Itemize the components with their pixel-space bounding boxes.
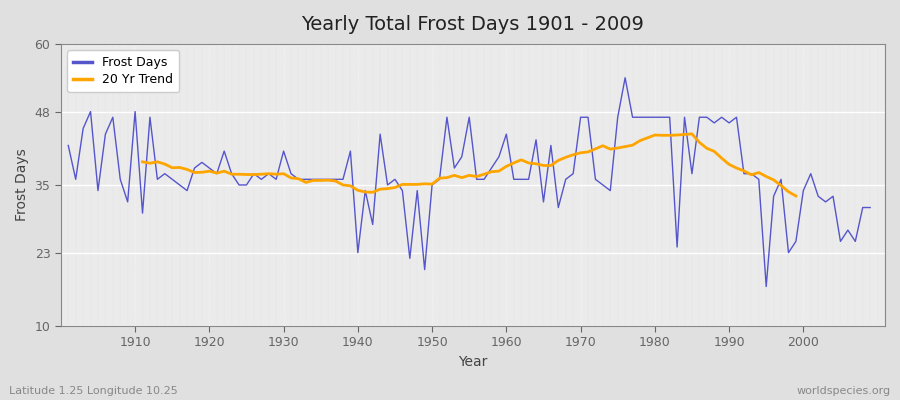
20 Yr Trend — [687, 132, 698, 136]
Frost Days — [122, 200, 133, 204]
20 Yr Trend — [137, 160, 148, 164]
Line: Frost Days: Frost Days — [68, 78, 870, 286]
Y-axis label: Frost Days: Frost Days — [15, 148, 29, 221]
20 Yr Trend — [790, 194, 801, 198]
Frost Days — [285, 171, 296, 176]
Frost Days — [590, 177, 601, 182]
Frost Days — [501, 132, 512, 136]
Text: worldspecies.org: worldspecies.org — [796, 386, 891, 396]
Title: Yearly Total Frost Days 1901 - 2009: Yearly Total Frost Days 1901 - 2009 — [302, 15, 644, 34]
Frost Days — [493, 154, 504, 159]
Legend: Frost Days, 20 Yr Trend: Frost Days, 20 Yr Trend — [68, 50, 179, 92]
Frost Days — [330, 177, 341, 182]
20 Yr Trend — [204, 169, 215, 174]
Line: 20 Yr Trend: 20 Yr Trend — [142, 134, 796, 196]
Frost Days — [620, 75, 631, 80]
Frost Days — [760, 284, 771, 289]
20 Yr Trend — [219, 169, 230, 174]
20 Yr Trend — [472, 174, 482, 179]
X-axis label: Year: Year — [458, 355, 488, 369]
Text: Latitude 1.25 Longitude 10.25: Latitude 1.25 Longitude 10.25 — [9, 386, 178, 396]
Frost Days — [63, 143, 74, 148]
20 Yr Trend — [724, 162, 734, 167]
20 Yr Trend — [390, 185, 400, 190]
20 Yr Trend — [271, 172, 282, 177]
Frost Days — [865, 205, 876, 210]
